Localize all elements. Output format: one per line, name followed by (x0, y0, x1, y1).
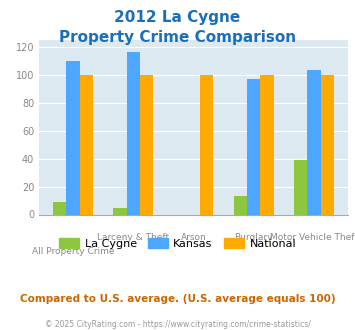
Bar (321, 75, 334, 214)
Bar (247, 79, 260, 214)
Text: 2012 La Cygne: 2012 La Cygne (114, 10, 241, 25)
Text: Arson: Arson (181, 233, 206, 242)
Bar (66, 61, 80, 214)
Bar (200, 75, 213, 214)
Text: Larceny & Theft: Larceny & Theft (97, 233, 169, 242)
Bar (294, 160, 307, 214)
Bar (80, 75, 93, 214)
Text: Burglary: Burglary (234, 233, 273, 242)
Text: Compared to U.S. average. (U.S. average equals 100): Compared to U.S. average. (U.S. average … (20, 294, 335, 304)
Bar (307, 70, 321, 214)
Text: All Property Crime: All Property Crime (32, 248, 114, 256)
Bar (260, 75, 274, 214)
Text: © 2025 CityRating.com - https://www.cityrating.com/crime-statistics/: © 2025 CityRating.com - https://www.city… (45, 320, 310, 329)
Bar (234, 196, 247, 214)
Bar (53, 202, 66, 215)
Bar (140, 75, 153, 214)
Legend: La Cygne, Kansas, National: La Cygne, Kansas, National (55, 234, 300, 253)
Text: Property Crime Comparison: Property Crime Comparison (59, 30, 296, 45)
Text: Motor Vehicle Theft: Motor Vehicle Theft (270, 233, 355, 242)
Bar (127, 52, 140, 214)
Bar (113, 208, 127, 214)
